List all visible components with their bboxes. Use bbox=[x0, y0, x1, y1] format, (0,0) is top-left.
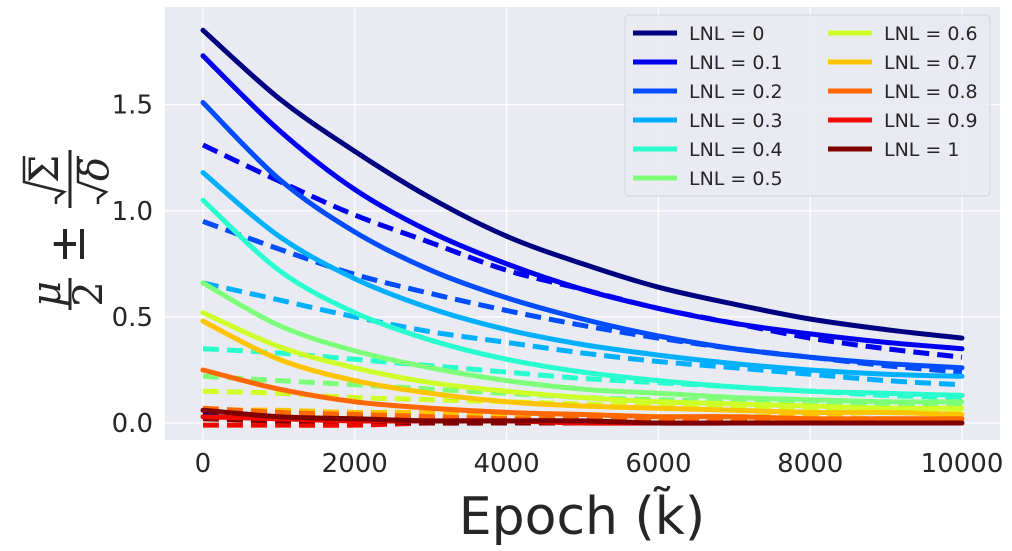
legend-label-8: LNL = 0.8 bbox=[884, 81, 978, 103]
y-tick-label: 1.5 bbox=[112, 91, 153, 121]
legend-label-6: LNL = 0.6 bbox=[884, 23, 978, 45]
x-tick-label: 6000 bbox=[625, 449, 691, 479]
x-tick-label: 0 bbox=[195, 449, 212, 479]
legend-frame bbox=[624, 14, 991, 197]
legend-label-5: LNL = 0.5 bbox=[689, 168, 783, 190]
series-upper-line-3 bbox=[200, 170, 965, 379]
series-upper-line-7 bbox=[200, 318, 965, 417]
series-lower-line-1 bbox=[201, 142, 963, 360]
series-lower-line-3 bbox=[202, 280, 963, 388]
ylabel-two: 2 bbox=[66, 281, 112, 306]
series-upper-line-6 bbox=[200, 310, 965, 411]
y-tick-label: 0.0 bbox=[112, 409, 153, 439]
series-lower-line-2 bbox=[202, 219, 963, 375]
legend-label-3: LNL = 0.3 bbox=[689, 110, 783, 132]
series-upper-line-10 bbox=[200, 407, 965, 426]
series-upper-line-0 bbox=[200, 27, 965, 341]
x-tick-label: 2000 bbox=[322, 449, 388, 479]
x-tick-label: 4000 bbox=[474, 449, 540, 479]
legend-label-10: LNL = 1 bbox=[884, 139, 959, 161]
legend-label-2: LNL = 0.2 bbox=[689, 81, 783, 103]
ylabel-mu: μ bbox=[24, 281, 70, 307]
svg-text:Epoch (k̃): Epoch (k̃) bbox=[459, 486, 705, 547]
series-layer bbox=[200, 27, 965, 428]
x-tick-label: 8000 bbox=[777, 449, 843, 479]
ylabel-sigma: Σ bbox=[22, 155, 68, 183]
y-ticks: 0.0 0.5 1.0 1.5 bbox=[112, 91, 153, 439]
series-upper-line-5 bbox=[200, 280, 965, 405]
series-upper-line-8 bbox=[200, 367, 965, 422]
x-axis-label: Epoch (k̃) bbox=[459, 486, 705, 547]
series-upper-line-4 bbox=[200, 197, 965, 398]
series-upper-line-1 bbox=[200, 53, 965, 352]
x-tick-label: 10000 bbox=[921, 449, 1004, 479]
series-upper-line-2 bbox=[200, 100, 965, 371]
legend-label-9: LNL = 0.9 bbox=[884, 110, 978, 132]
ylabel-plusminus: ± bbox=[40, 224, 96, 264]
legend-label-7: LNL = 0.7 bbox=[884, 52, 978, 74]
legend-label-0: LNL = 0 bbox=[689, 23, 764, 45]
legend: LNL = 0 LNL = 0.1 LNL = 0.2 LNL = 0.3 LNL = … bbox=[624, 14, 991, 197]
legend-label-4: LNL = 0.4 bbox=[689, 139, 783, 161]
legend-label-1: LNL = 0.1 bbox=[689, 52, 783, 74]
y-tick-label: 1.0 bbox=[112, 197, 153, 227]
y-axis-label: μ 2 ± Σ δ bbox=[22, 150, 118, 310]
x-ticks: 0 2000 4000 6000 8000 10000 bbox=[195, 449, 1004, 479]
y-tick-label: 0.5 bbox=[112, 303, 153, 333]
ylabel-delta: δ bbox=[72, 157, 118, 181]
